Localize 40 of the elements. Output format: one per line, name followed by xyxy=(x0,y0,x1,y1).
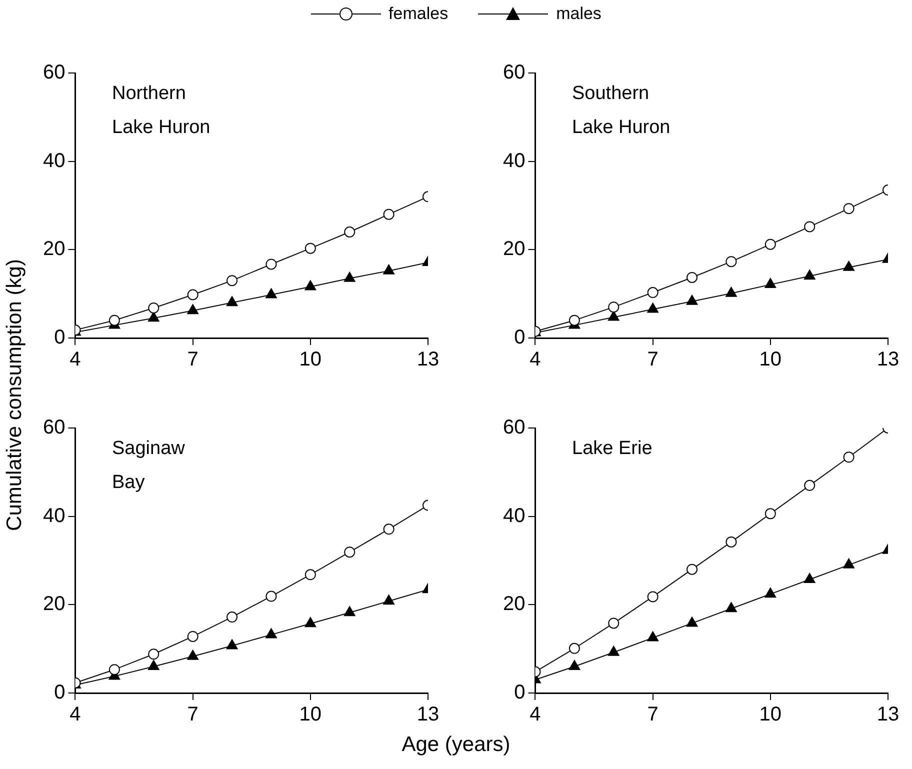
y-tick-label: 20 xyxy=(502,238,526,260)
y-tick-label: 40 xyxy=(42,150,66,172)
y-tick-label: 40 xyxy=(502,504,526,527)
annotation: Northern Lake Huron xyxy=(112,82,210,140)
legend-label: females xyxy=(388,4,448,24)
x-tick-label: 13 xyxy=(876,348,900,371)
y-tick-label: 0 xyxy=(54,682,66,704)
y-tick-label: 60 xyxy=(42,62,66,84)
x-axis-title: Age (years) xyxy=(400,733,512,757)
y-tick-label: 0 xyxy=(514,682,526,704)
annotation: Lake Erie xyxy=(572,437,652,461)
x-tick-label: 7 xyxy=(187,348,198,371)
x-tick-label: 10 xyxy=(299,704,322,726)
y-tick-label: 60 xyxy=(502,416,526,439)
y-tick-label: 60 xyxy=(502,62,526,84)
x-tick-label: 7 xyxy=(187,704,198,726)
x-tick-label: 4 xyxy=(70,348,81,371)
x-tick-label: 4 xyxy=(70,704,81,726)
x-tick-label: 13 xyxy=(416,704,440,726)
y-tick-label: 40 xyxy=(502,150,526,172)
y-tick-label: 0 xyxy=(54,326,66,349)
x-tick-label: 10 xyxy=(759,704,782,726)
annotation: Saginaw Bay xyxy=(112,437,185,495)
x-tick-label: 4 xyxy=(530,348,541,371)
y-tick-label: 0 xyxy=(514,326,526,349)
x-tick-label: 10 xyxy=(299,348,322,371)
legend-label: males xyxy=(556,4,602,24)
y-tick-label: 60 xyxy=(42,416,66,439)
y-tick-label: 40 xyxy=(42,504,66,527)
y-axis-title: Cumulative consumption (kg) xyxy=(3,259,27,531)
annotation: Southern Lake Huron xyxy=(572,82,670,140)
x-tick-label: 10 xyxy=(759,348,782,371)
y-tick-label: 20 xyxy=(42,238,66,260)
y-tick-label: 20 xyxy=(502,593,526,616)
x-tick-label: 7 xyxy=(647,348,658,371)
x-tick-label: 7 xyxy=(647,704,658,726)
x-tick-label: 13 xyxy=(876,704,900,726)
x-tick-label: 13 xyxy=(416,348,440,371)
x-tick-label: 4 xyxy=(530,704,541,726)
y-tick-label: 20 xyxy=(42,593,66,616)
